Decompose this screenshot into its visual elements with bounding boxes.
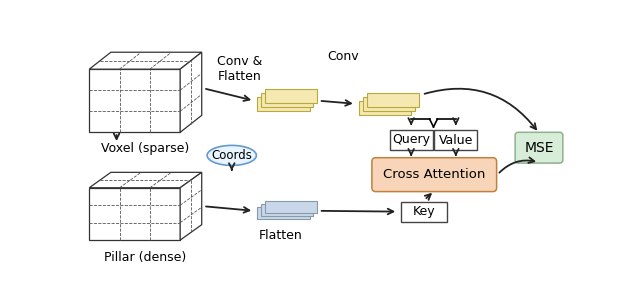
FancyBboxPatch shape — [372, 158, 497, 192]
FancyBboxPatch shape — [265, 89, 317, 103]
FancyBboxPatch shape — [401, 202, 447, 222]
Text: MSE: MSE — [524, 141, 554, 155]
Polygon shape — [90, 172, 202, 188]
Ellipse shape — [207, 146, 257, 166]
FancyBboxPatch shape — [261, 204, 314, 216]
FancyBboxPatch shape — [367, 93, 419, 107]
FancyBboxPatch shape — [257, 97, 310, 111]
FancyBboxPatch shape — [515, 132, 563, 163]
FancyBboxPatch shape — [435, 130, 477, 150]
Text: Conv &
Flatten: Conv & Flatten — [217, 55, 262, 83]
Polygon shape — [90, 52, 202, 69]
Polygon shape — [90, 69, 180, 132]
FancyBboxPatch shape — [265, 201, 317, 213]
Text: Key: Key — [413, 205, 436, 218]
FancyBboxPatch shape — [359, 101, 411, 115]
Text: Value: Value — [438, 133, 473, 146]
Text: Cross Attention: Cross Attention — [383, 168, 486, 181]
FancyBboxPatch shape — [363, 97, 415, 111]
FancyBboxPatch shape — [257, 207, 310, 219]
Text: Voxel (sparse): Voxel (sparse) — [101, 141, 189, 155]
FancyBboxPatch shape — [261, 93, 314, 107]
Text: Query: Query — [392, 133, 430, 146]
FancyBboxPatch shape — [390, 130, 433, 150]
Text: Pillar (dense): Pillar (dense) — [104, 251, 187, 264]
Polygon shape — [180, 172, 202, 240]
Polygon shape — [180, 52, 202, 132]
Polygon shape — [90, 188, 180, 240]
Text: Conv: Conv — [328, 50, 359, 63]
Text: Coords: Coords — [211, 149, 252, 162]
Text: Flatten: Flatten — [259, 229, 302, 242]
